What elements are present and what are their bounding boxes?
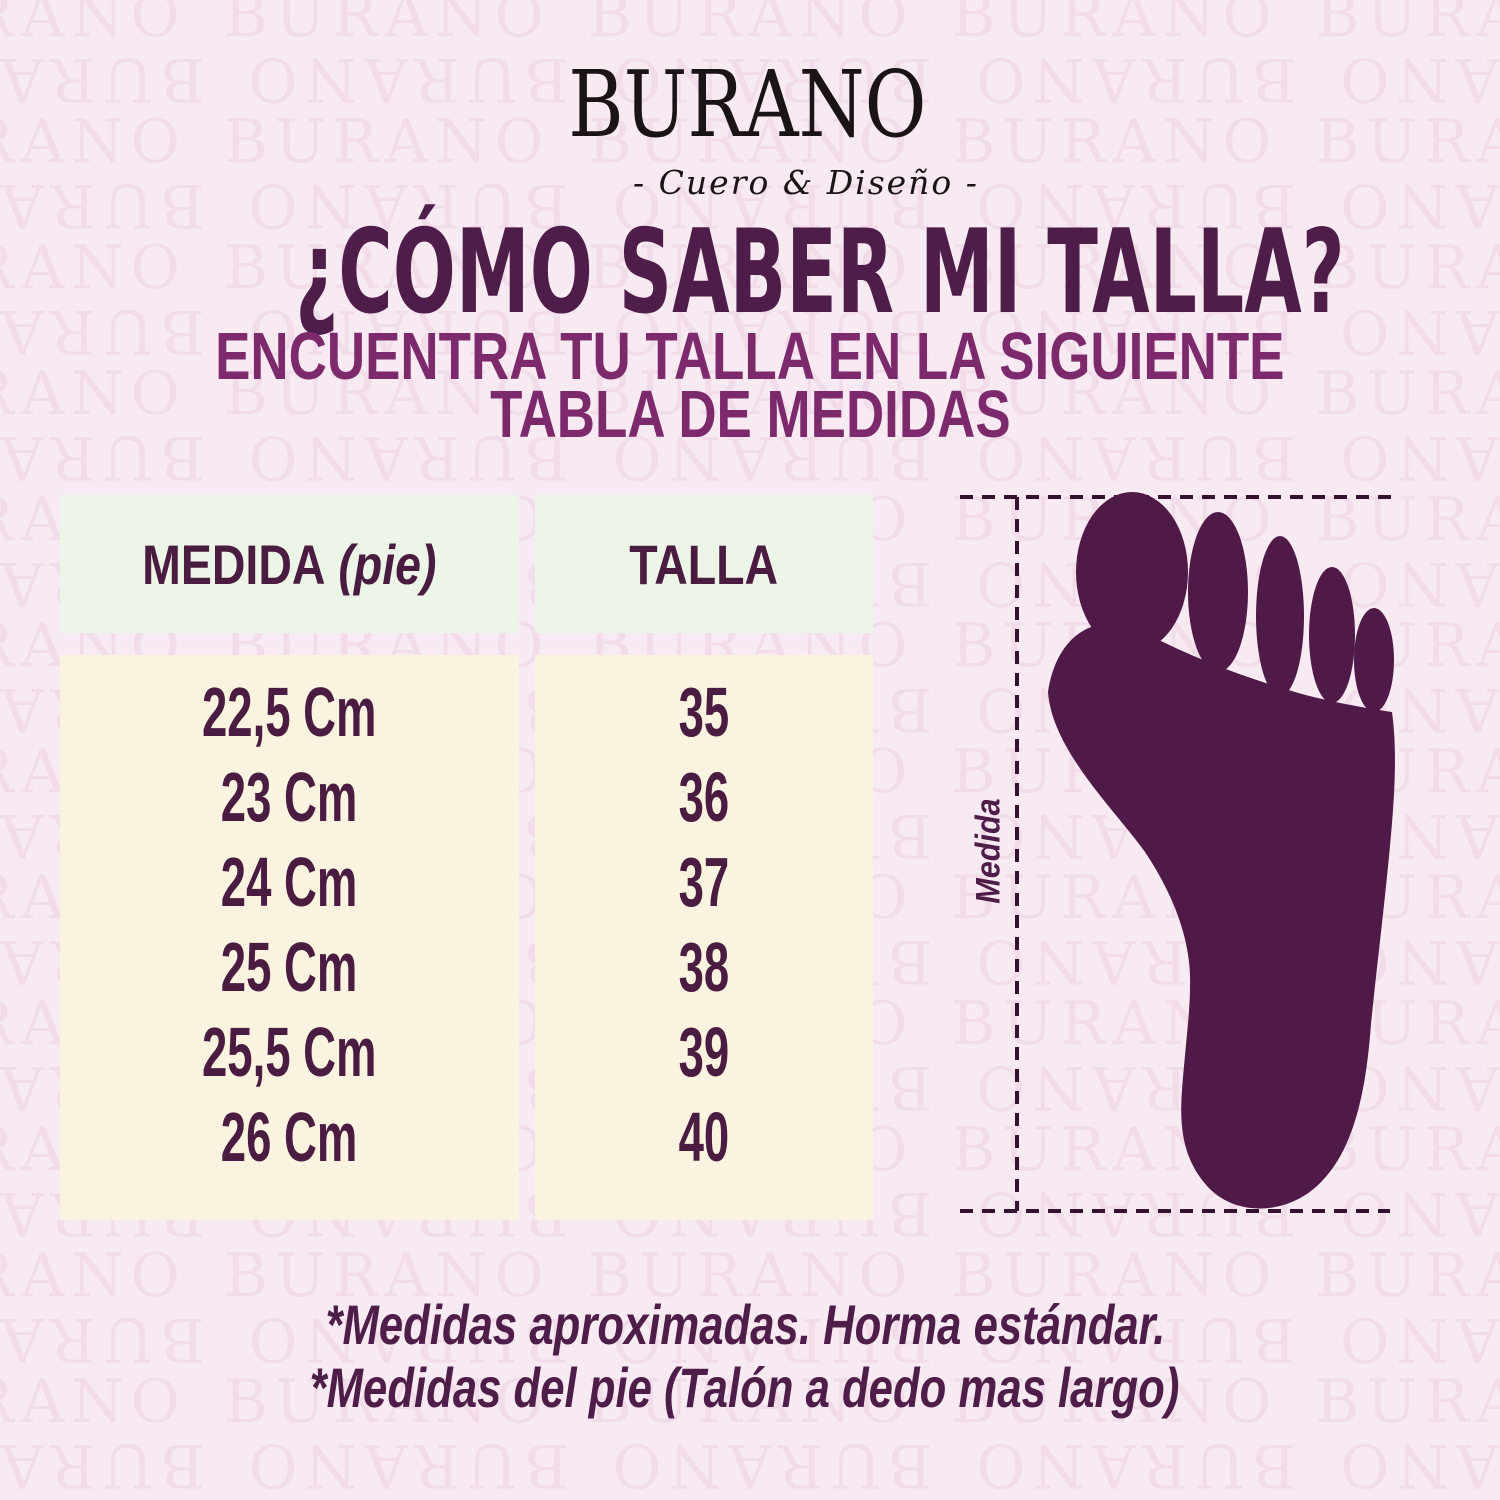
watermark-row: BURANO BURANO BURANO BURANO BURANO BURAN…: [0, 1430, 1500, 1500]
table-header-medida: MEDIDA (pie): [60, 495, 519, 633]
page-subtitle: ENCUENTRA TU TALLA EN LA SIGUIENTE TABLA…: [0, 319, 1500, 452]
table-row-talla: 37: [678, 842, 730, 921]
measure-axis-label: Medida: [969, 798, 1008, 904]
watermark-row: BURANO BURANO BURANO BURANO BURANO BURAN…: [0, 1367, 1500, 1437]
subtitle-line-1: ENCUENTRA TU TALLA EN LA SIGUIENTE: [215, 319, 1285, 394]
medida-header-qualifier: (pie): [338, 532, 437, 596]
table-row-medida: 26 Cm: [221, 1097, 358, 1176]
table-row-medida: 25 Cm: [221, 927, 358, 1006]
watermark-row: BURANO BURANO BURANO BURANO BURANO BURAN…: [0, 0, 1500, 51]
table-row-talla: 39: [678, 1012, 730, 1091]
watermark-row: BURANO BURANO BURANO BURANO BURANO BURAN…: [0, 107, 1500, 177]
foot-measure-diagram: [960, 492, 1395, 1213]
table-row-medida: 22,5 Cm: [202, 672, 377, 751]
table-column-talla: 35 36 37 38 39 40: [535, 655, 873, 1220]
table-row-medida: 24 Cm: [221, 842, 358, 921]
table-row-talla: 40: [678, 1097, 730, 1176]
talla-header-label: TALLA: [629, 532, 779, 596]
table-row-talla: 38: [678, 927, 730, 1006]
footnotes: *Medidas aproximadas. Horma estándar. *M…: [0, 1293, 1490, 1419]
table-column-medida: 22,5 Cm 23 Cm 24 Cm 25 Cm 25,5 Cm 26 Cm: [60, 655, 519, 1220]
foot-silhouette: [1048, 492, 1395, 1209]
watermark-row: BURANO BURANO BURANO BURANO BURANO BURAN…: [0, 233, 1500, 303]
watermark-row: BURANO BURANO BURANO BURANO BURANO BURAN…: [0, 1241, 1500, 1311]
table-row-medida: 25,5 Cm: [202, 1012, 377, 1091]
watermark-row: BURANO BURANO BURANO BURANO BURANO BURAN…: [0, 359, 1500, 429]
subtitle-line-2: TABLA DE MEDIDAS: [489, 377, 1011, 452]
table-header-talla: TALLA: [535, 495, 873, 633]
table-row-talla: 35: [678, 672, 730, 751]
brand-logo-text: BURANO: [567, 51, 927, 158]
footnote-line-1: *Medidas aproximadas. Horma estándar.: [325, 1293, 1165, 1356]
footnote-line-2: *Medidas del pie (Talón a dedo mas largo…: [310, 1356, 1180, 1419]
table-row-talla: 36: [678, 757, 730, 836]
brand-logo: BURANO: [0, 57, 1494, 153]
table-row-medida: 23 Cm: [221, 757, 358, 836]
page-title: ¿CÓMO SABER MI TALLA?: [295, 205, 1345, 340]
medida-header-label: MEDIDA: [142, 532, 326, 596]
brand-tagline: - Cuero & Diseño -: [633, 163, 979, 202]
